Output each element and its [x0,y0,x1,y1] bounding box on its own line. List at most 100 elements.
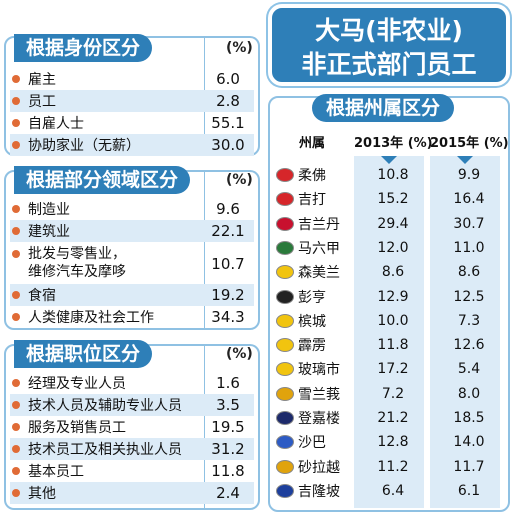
state-name: 柔佛 [298,168,326,184]
state-value-2013: 11.2 [377,458,409,475]
state-value-2013: 12.0 [377,239,409,256]
state-value-2013: 17.2 [377,361,409,378]
state-name: 沙巴 [298,435,326,452]
identity-row: 雇主 6.0 [10,68,254,90]
state-row: 吉兰丹 29.4 30.7 [276,213,502,235]
state-value-2015: 11.0 [453,239,485,256]
state-row: 槟城 10.0 7.3 [276,310,502,332]
state-row: 吉打 15.2 16.4 [276,188,502,210]
state-name: 槟城 [298,313,326,330]
state-flag-icon [276,265,294,280]
occupation-row: 基本员工 11.8 [10,460,254,482]
occupation-row: 服务及销售员工 19.5 [10,416,254,438]
bullet-icon [12,379,20,387]
state-name: 马六甲 [298,240,340,257]
state-value-2013: 21.2 [377,410,409,426]
state-value-2015: 12.5 [453,288,485,305]
state-value-2015: 5.4 [457,361,481,378]
sector-row-label: 批发与零售业， 维修汽车及摩哆 [28,246,126,280]
state-value-2015: 16.4 [453,191,485,208]
state-value-2013: 7.2 [381,385,405,402]
bullet-icon [12,423,20,431]
state-name: 彭亨 [298,289,326,306]
state-name: 玻璃市 [298,362,340,379]
state-name: 吉隆坡 [298,483,340,500]
value-column-divider [204,172,205,328]
state-name: 霹雳 [298,338,326,355]
bullet-icon [12,97,20,105]
value-column-divider [204,346,205,508]
title-line-2: 非正式部门员工 [301,50,477,79]
col-state-header: 州属 [298,136,325,151]
state-flag-icon [276,459,294,474]
state-value-2015: 11.7 [453,458,485,475]
state-flag-icon [276,216,294,231]
column-2015-background [430,156,500,508]
state-name: 吉兰丹 [298,216,340,233]
state-row: 雪兰莪 7.2 8.0 [276,383,502,405]
state-flag-icon [276,338,294,353]
state-value-2015: 30.7 [453,215,485,232]
state-value-2013: 11.8 [377,337,409,354]
state-flag-icon [276,192,294,207]
bullet-icon [12,291,20,299]
state-heading: 根据州属区分 [312,94,455,122]
state-row: 彭亨 12.9 12.5 [276,286,502,308]
identity-heading: 根据身份区分 [14,34,153,62]
sector-panel: 制造业 9.6 建筑业 22.1 批发与零售业， 维修汽车及摩哆 10.7 食宿 19.… [4,170,260,330]
occupation-unit: (%) [226,346,253,362]
state-row: 柔佛 10.8 9.9 [276,164,502,186]
column-2013-marker [381,156,397,164]
occupation-row: 技术人员及辅助专业人员 3.5 [10,394,254,416]
state-panel: 州属 2013年 (%) 2015年 (%) 柔佛 10.8 9.9 吉打 15.2 16… [268,96,510,512]
infographic-title: 大马(非农业) 非正式部门员工 [268,4,510,86]
occupation-row: 技术员工及相关执业人员 31.2 [10,438,254,460]
state-value-2015: 12.6 [453,337,485,354]
state-row: 马六甲 12.0 11.0 [276,237,502,259]
state-value-2013: 6.4 [381,482,405,499]
state-row: 玻璃市 17.2 5.4 [276,358,502,380]
state-row: 登嘉楼 21.2 18.5 [276,407,502,429]
state-value-2013: 29.4 [377,215,409,232]
state-row: 霹雳 11.8 12.6 [276,334,502,356]
state-name: 森美兰 [298,265,340,282]
sector-row: 人类健康及社会工作 34.3 [10,306,254,328]
identity-unit: (%) [226,40,253,56]
sector-row: 食宿 19.2 [10,284,254,306]
state-value-2015: 8.0 [457,385,481,402]
state-name: 砂拉越 [298,459,340,476]
state-value-2013: 10.8 [377,167,409,183]
sector-heading: 根据部分领域区分 [14,166,191,194]
state-row: 吉隆坡 6.4 6.1 [276,480,502,502]
state-flag-icon [276,313,294,328]
state-value-2013: 10.0 [377,312,409,329]
bullet-icon [12,467,20,475]
bullet-icon [12,445,20,453]
occupation-panel: 经理及专业人员 1.6 技术人员及辅助专业人员 3.5 服务及销售员工 19.5 技术… [4,344,260,510]
state-value-2015: 18.5 [453,410,485,426]
state-value-2015: 8.6 [457,264,481,281]
state-flag-icon [276,386,294,401]
state-value-2013: 12.8 [377,434,409,451]
state-name: 雪兰莪 [298,386,340,403]
col-2015-header: 2015年 (%) [430,136,509,151]
state-flag-icon [276,435,294,450]
state-value-2015: 9.9 [457,167,481,183]
col-2013-header: 2013年 (%) [354,136,433,151]
state-value-2013: 12.9 [377,288,409,305]
column-2015-marker [457,156,473,164]
state-flag-icon [276,240,294,255]
state-value-2015: 14.0 [453,434,485,451]
identity-row: 协助家业（无薪） 30.0 [10,134,254,156]
state-row: 森美兰 8.6 8.6 [276,261,502,283]
state-flag-icon [276,362,294,377]
title-line-1: 大马(非农业) [315,16,463,45]
sector-row: 批发与零售业， 维修汽车及摩哆 10.7 [10,242,254,282]
state-flag-icon [276,411,294,425]
bullet-icon [12,75,20,83]
state-value-2013: 8.6 [381,264,405,281]
bullet-icon [12,250,20,258]
state-flag-icon [276,168,294,182]
sector-unit: (%) [226,172,253,188]
occupation-heading: 根据职位区分 [14,340,153,368]
